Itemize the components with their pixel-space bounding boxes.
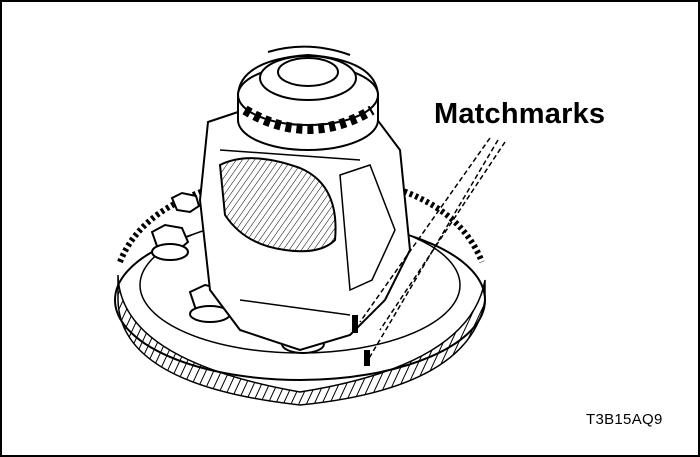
bolt-1 xyxy=(150,223,190,261)
matchmark-leaders xyxy=(359,137,506,361)
bolt-4 xyxy=(170,191,201,214)
matchmark-ticks xyxy=(352,315,370,366)
matchmarks-label: Matchmarks xyxy=(434,98,606,130)
figure-code: T3B15AQ9 xyxy=(586,411,663,428)
side-bearing xyxy=(237,45,379,151)
differential-case xyxy=(198,106,412,352)
